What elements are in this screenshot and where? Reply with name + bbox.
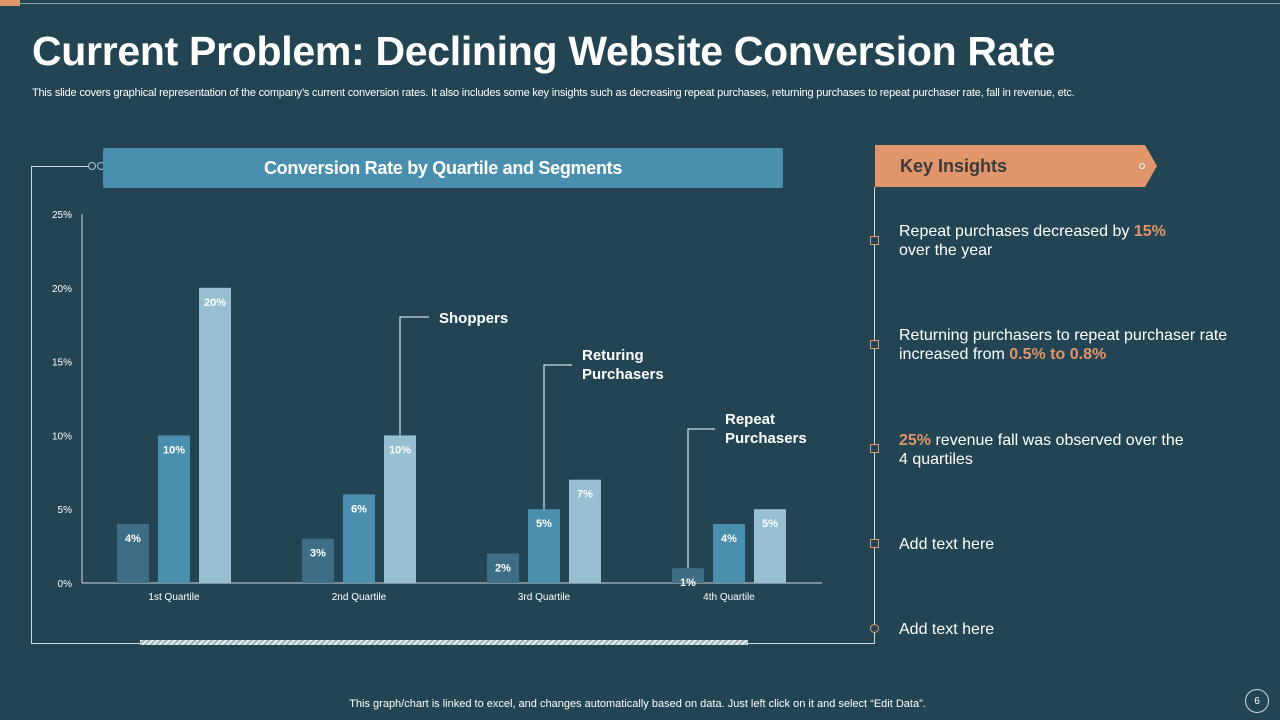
header-dot-icon bbox=[1139, 163, 1145, 169]
insight-item-1: Repeat purchases decreased by 15% over t… bbox=[899, 222, 1234, 260]
bar-returing-purchasers-q4[interactable] bbox=[713, 523, 745, 583]
series-callout-label: Repeat bbox=[725, 411, 775, 428]
insight-text: revenue fall was observed over the bbox=[931, 432, 1184, 449]
y-tick-label: 15% bbox=[52, 358, 72, 369]
bar-repeat-purchasers-q3[interactable] bbox=[487, 553, 519, 583]
callout-leader-line bbox=[687, 428, 715, 569]
chart-scroll-stripe bbox=[140, 640, 748, 645]
bar-repeat-purchasers-q4[interactable] bbox=[672, 568, 704, 583]
bar-returing-purchasers-q2[interactable] bbox=[343, 494, 375, 583]
x-tick-label: 3rd Quartile bbox=[518, 592, 571, 603]
insight-marker bbox=[870, 624, 879, 633]
x-tick-label: 2nd Quartile bbox=[332, 592, 387, 603]
series-callout-label: Returing bbox=[582, 347, 644, 364]
bar-data-label: 10% bbox=[163, 444, 185, 456]
chart-frame-top bbox=[31, 166, 93, 167]
bar-data-label: 5% bbox=[536, 518, 552, 530]
y-tick-label: 25% bbox=[52, 210, 72, 221]
series-callout-label: Purchasers bbox=[725, 430, 807, 447]
bar-repeat-purchasers-q2[interactable] bbox=[302, 538, 334, 583]
insight-text: Returning purchasers to repeat purchaser… bbox=[899, 327, 1228, 344]
x-tick-label: 4th Quartile bbox=[703, 592, 755, 603]
bar-returing-purchasers-q1[interactable] bbox=[158, 435, 190, 583]
x-tick-label: 1st Quartile bbox=[148, 592, 200, 603]
bar-returing-purchasers-q3[interactable] bbox=[528, 509, 560, 583]
insight-marker bbox=[870, 539, 879, 548]
page-number: 6 bbox=[1245, 689, 1269, 713]
y-tick-label: 10% bbox=[52, 431, 72, 442]
y-tick-label: 5% bbox=[58, 505, 73, 516]
bar-shoppers-q4[interactable] bbox=[754, 509, 786, 583]
insight-text: increased from bbox=[899, 346, 1010, 363]
insight-highlight: 0.5% to 0.8% bbox=[1009, 346, 1107, 363]
footer-note: This graph/chart is linked to excel, and… bbox=[0, 698, 1280, 710]
bar-data-label: 10% bbox=[389, 444, 411, 456]
chart-title: Conversion Rate by Quartile and Segments bbox=[103, 148, 783, 188]
key-insights-title: Key Insights bbox=[900, 155, 1008, 176]
bar-shoppers-q2[interactable] bbox=[384, 435, 416, 583]
bar-data-label: 7% bbox=[577, 489, 593, 501]
insight-placeholder-text[interactable]: Add text here bbox=[899, 621, 995, 638]
top-accent-tab bbox=[0, 0, 20, 6]
insight-item-3: 25% revenue fall was observed over the 4… bbox=[899, 431, 1234, 469]
bar-data-label: 1% bbox=[680, 577, 696, 589]
bar-data-label: 2% bbox=[495, 562, 511, 574]
page-subtitle: This slide covers graphical representati… bbox=[32, 87, 1075, 99]
bar-data-label: 3% bbox=[310, 548, 326, 560]
bar-data-label: 5% bbox=[762, 518, 778, 530]
callout-leader-line bbox=[399, 316, 429, 436]
series-callout-label: Purchasers bbox=[582, 366, 664, 383]
footer-text: This graph/chart is linked to excel, and… bbox=[349, 698, 926, 710]
insight-item-5[interactable]: Add text here bbox=[899, 620, 1234, 639]
key-insights-header: Key Insights bbox=[875, 145, 1157, 187]
bar-data-label: 4% bbox=[721, 533, 737, 545]
series-callout-label: Shoppers bbox=[439, 310, 508, 327]
page-title: Current Problem: Declining Website Conve… bbox=[32, 28, 1056, 74]
y-tick-label: 20% bbox=[52, 284, 72, 295]
insight-text: 4 quartiles bbox=[899, 451, 973, 468]
frame-connector-dot bbox=[88, 162, 96, 170]
bar-data-label: 20% bbox=[204, 297, 226, 309]
callout-leader-line bbox=[543, 364, 572, 510]
insight-item-2: Returning purchasers to repeat purchaser… bbox=[899, 326, 1234, 364]
insight-marker bbox=[870, 340, 879, 349]
insight-marker bbox=[870, 236, 879, 245]
insight-placeholder-text[interactable]: Add text here bbox=[899, 536, 995, 553]
y-tick-label: 0% bbox=[58, 579, 73, 590]
insight-marker bbox=[870, 444, 879, 453]
bar-data-label: 4% bbox=[125, 533, 141, 545]
bar-shoppers-q1[interactable] bbox=[199, 287, 231, 583]
bar-repeat-purchasers-q1[interactable] bbox=[117, 523, 149, 583]
insight-item-4[interactable]: Add text here bbox=[899, 535, 1234, 554]
bar-data-label: 6% bbox=[351, 503, 367, 515]
insight-text: Repeat purchases decreased by bbox=[899, 223, 1134, 240]
insight-highlight: 25% bbox=[899, 432, 932, 449]
insights-timeline bbox=[874, 187, 875, 644]
top-rule bbox=[20, 3, 1280, 4]
insight-text: over the year bbox=[899, 242, 993, 259]
bar-shoppers-q3[interactable] bbox=[569, 479, 601, 583]
insight-highlight: 15% bbox=[1133, 223, 1166, 240]
